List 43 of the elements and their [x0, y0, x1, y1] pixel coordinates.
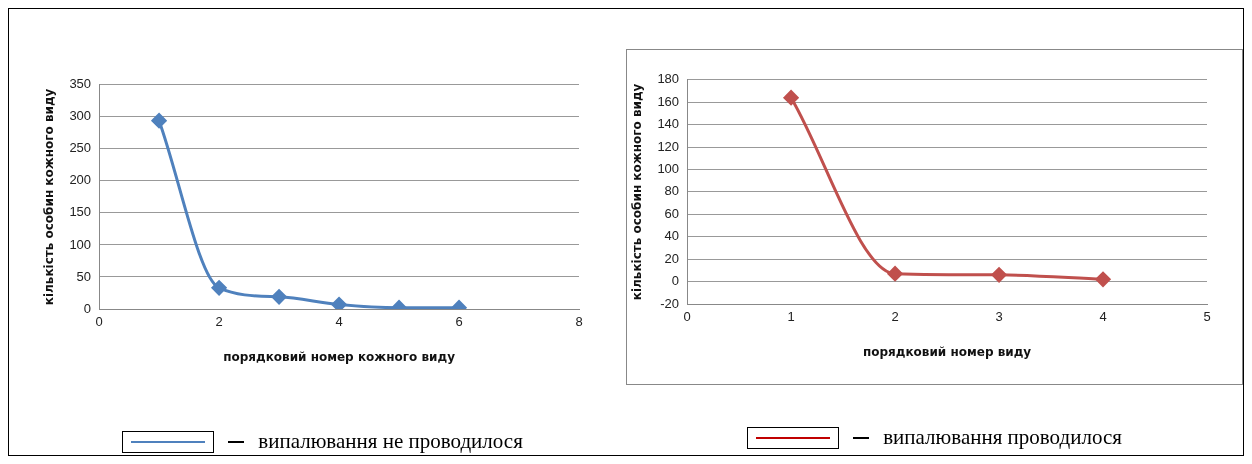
x-tick-label: 2: [215, 314, 223, 330]
x-tick-label: 0: [683, 309, 691, 325]
y-tick-label: 140: [657, 116, 680, 132]
x-tick-label: 4: [1099, 309, 1107, 325]
x-tick-label: 3: [995, 309, 1003, 325]
x-tick-label: 2: [891, 309, 899, 325]
point: [1095, 271, 1111, 287]
x-tick-label: 4: [335, 314, 343, 330]
y-tick-label: -20: [660, 295, 680, 311]
point: [271, 289, 287, 305]
x-tick-label: 1: [787, 309, 795, 325]
y-tick-label: 120: [657, 138, 680, 154]
y-tick-label: 250: [69, 140, 92, 156]
text: випалювання не проводилося: [258, 429, 523, 454]
x-tick-label: 8: [575, 314, 583, 330]
x-axis-title: порядковий номер виду: [863, 344, 1032, 359]
y-tick-label: 80: [664, 183, 680, 199]
y-tick-label: 20: [664, 250, 680, 266]
y-tick-label: 150: [69, 204, 92, 220]
y-tick-label: 200: [69, 172, 92, 188]
point: [783, 90, 799, 106]
y-tick-label: 100: [657, 161, 680, 177]
point: [211, 280, 227, 296]
x-tick-label: 5: [1203, 309, 1211, 325]
y-tick-label: 180: [657, 71, 680, 87]
point: [887, 266, 903, 282]
y-tick-label: 350: [69, 76, 92, 92]
y-axis-title: кількість особин кожного виду: [42, 88, 57, 306]
y-tick-label: 40: [664, 228, 680, 244]
y-tick-label: 100: [69, 236, 92, 252]
y-tick-label: 160: [657, 93, 680, 109]
point: [331, 297, 347, 309]
point: [151, 113, 167, 129]
point: [991, 267, 1007, 283]
x-tick-label: 0: [95, 314, 103, 330]
y-tick-label: 0: [671, 273, 680, 289]
y-axis-title: кількість особин кожного виду: [630, 83, 645, 301]
text: випалювання проводилося: [883, 425, 1122, 450]
x-axis-title: порядковий номер кожного виду: [223, 349, 456, 364]
y-tick-label: 60: [664, 205, 680, 221]
y-tick-label: 300: [69, 108, 92, 124]
y-tick-label: 50: [76, 268, 92, 284]
x-tick-label: 6: [455, 314, 463, 330]
